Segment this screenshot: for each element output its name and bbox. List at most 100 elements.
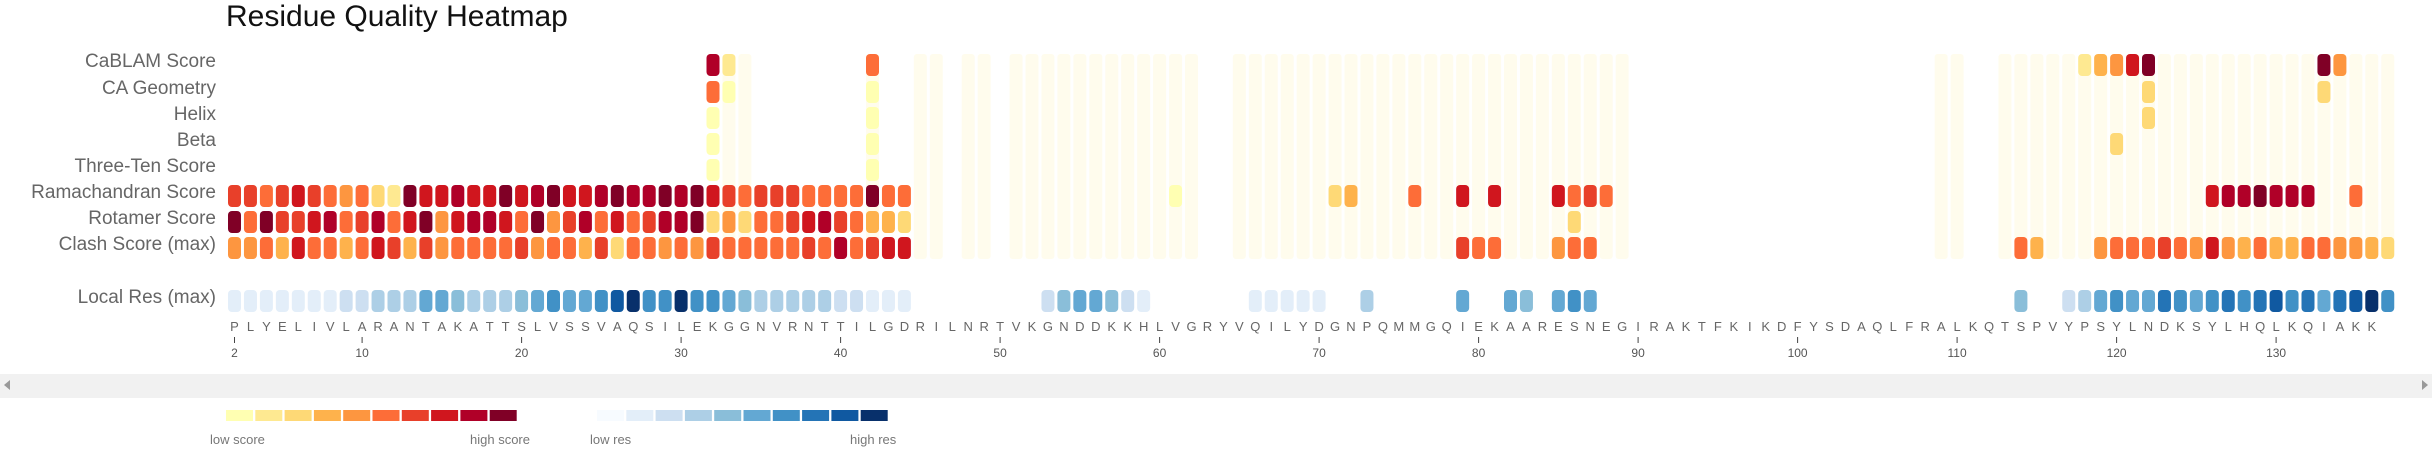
heatmap-cell[interactable] (562, 237, 576, 259)
heatmap-cell[interactable] (1567, 237, 1581, 259)
heatmap-cell[interactable] (2365, 290, 2379, 312)
heatmap-cell[interactable] (818, 185, 832, 207)
heatmap-cell[interactable] (291, 290, 305, 312)
heatmap-cell[interactable] (738, 211, 752, 233)
heatmap-cell[interactable] (291, 211, 305, 233)
heatmap-cell[interactable] (2269, 290, 2283, 312)
heatmap-cell[interactable] (2142, 237, 2155, 259)
heatmap-cell[interactable] (2333, 237, 2347, 259)
heatmap-cell[interactable] (1583, 290, 1597, 312)
heatmap-cell[interactable] (2205, 290, 2219, 312)
heatmap-cell[interactable] (2381, 237, 2395, 259)
heatmap-cell[interactable] (754, 185, 768, 207)
heatmap-cell[interactable] (435, 185, 449, 207)
heatmap-cell[interactable] (1408, 185, 1422, 207)
heatmap-cell[interactable] (1089, 290, 1103, 312)
heatmap-cell[interactable] (403, 237, 417, 259)
heatmap-cell[interactable] (515, 290, 529, 312)
heatmap-cell[interactable] (786, 185, 800, 207)
heatmap-cell[interactable] (2237, 185, 2251, 207)
heatmap-cell[interactable] (658, 185, 672, 207)
heatmap-cell[interactable] (642, 211, 656, 233)
heatmap-cell[interactable] (834, 290, 848, 312)
heatmap-cell[interactable] (802, 185, 816, 207)
heatmap-cell[interactable] (578, 290, 592, 312)
heatmap-cell[interactable] (594, 237, 608, 259)
heatmap-cell[interactable] (451, 290, 465, 312)
heatmap-cell[interactable] (323, 237, 337, 259)
heatmap-cell[interactable] (1583, 185, 1597, 207)
heatmap-cell[interactable] (275, 185, 289, 207)
heatmap-cell[interactable] (2205, 185, 2219, 207)
heatmap-cell[interactable] (834, 211, 848, 233)
heatmap-cell[interactable] (866, 211, 879, 233)
heatmap-cell[interactable] (531, 211, 545, 233)
heatmap-cell[interactable] (690, 211, 704, 233)
heatmap-cell[interactable] (2030, 237, 2044, 259)
heatmap-cell[interactable] (1583, 237, 1597, 259)
heatmap-cell[interactable] (786, 290, 800, 312)
heatmap-cell[interactable] (243, 237, 257, 259)
heatmap-cell[interactable] (866, 185, 879, 207)
heatmap-cell[interactable] (275, 237, 289, 259)
heatmap-cell[interactable] (786, 211, 800, 233)
heatmap-cell[interactable] (1551, 237, 1565, 259)
heatmap-cell[interactable] (610, 185, 624, 207)
heatmap-cell[interactable] (275, 290, 289, 312)
heatmap-cell[interactable] (834, 185, 848, 207)
heatmap-cell[interactable] (1360, 290, 1374, 312)
heatmap-cell[interactable] (307, 237, 321, 259)
heatmap-cell[interactable] (403, 185, 417, 207)
heatmap-cell[interactable] (2189, 290, 2203, 312)
heatmap-cell[interactable] (2126, 237, 2140, 259)
heatmap-cell[interactable] (562, 290, 576, 312)
heatmap-cell[interactable] (610, 290, 624, 312)
heatmap-cell[interactable] (2381, 290, 2395, 312)
heatmap-cell[interactable] (562, 185, 576, 207)
heatmap-cell[interactable] (371, 290, 385, 312)
heatmap-cell[interactable] (706, 159, 720, 181)
heatmap-cell[interactable] (355, 237, 369, 259)
heatmap-cell[interactable] (818, 237, 832, 259)
heatmap-cell[interactable] (2189, 237, 2203, 259)
heatmap-cell[interactable] (419, 211, 433, 233)
heatmap-cell[interactable] (1344, 185, 1358, 207)
heatmap-cell[interactable] (866, 237, 879, 259)
heatmap-cell[interactable] (419, 237, 433, 259)
heatmap-cell[interactable] (291, 185, 305, 207)
heatmap-cell[interactable] (1599, 185, 1613, 207)
heatmap-cell[interactable] (339, 211, 353, 233)
heatmap-cell[interactable] (706, 290, 720, 312)
heatmap-cell[interactable] (2253, 185, 2267, 207)
heatmap-cell[interactable] (818, 211, 832, 233)
heatmap-cell[interactable] (323, 185, 337, 207)
heatmap-cell[interactable] (307, 185, 321, 207)
heatmap-cell[interactable] (754, 211, 768, 233)
heatmap-cell[interactable] (850, 185, 864, 207)
heatmap-cell[interactable] (626, 290, 640, 312)
heatmap-cell[interactable] (499, 237, 513, 259)
heatmap-cell[interactable] (674, 211, 688, 233)
heatmap-cell[interactable] (897, 290, 911, 312)
heatmap-cell[interactable] (228, 211, 241, 233)
heatmap-cell[interactable] (435, 211, 449, 233)
heatmap-cell[interactable] (2062, 290, 2076, 312)
heatmap-cell[interactable] (1312, 290, 1326, 312)
heatmap-cell[interactable] (722, 237, 736, 259)
heatmap-cell[interactable] (1456, 185, 1470, 207)
heatmap-cell[interactable] (802, 237, 816, 259)
heatmap-cell[interactable] (866, 107, 879, 129)
heatmap-cell[interactable] (722, 185, 736, 207)
heatmap-cell[interactable] (228, 237, 241, 259)
heatmap-cell[interactable] (594, 211, 608, 233)
heatmap-cell[interactable] (2078, 290, 2092, 312)
heatmap-cell[interactable] (2126, 54, 2140, 76)
heatmap-cell[interactable] (866, 133, 879, 155)
heatmap-cell[interactable] (738, 290, 752, 312)
heatmap-cell[interactable] (531, 185, 545, 207)
heatmap-cell[interactable] (483, 237, 497, 259)
heatmap-cell[interactable] (259, 237, 273, 259)
heatmap-cell[interactable] (1456, 237, 1470, 259)
heatmap-cell[interactable] (2349, 185, 2363, 207)
heatmap-cell[interactable] (531, 237, 545, 259)
